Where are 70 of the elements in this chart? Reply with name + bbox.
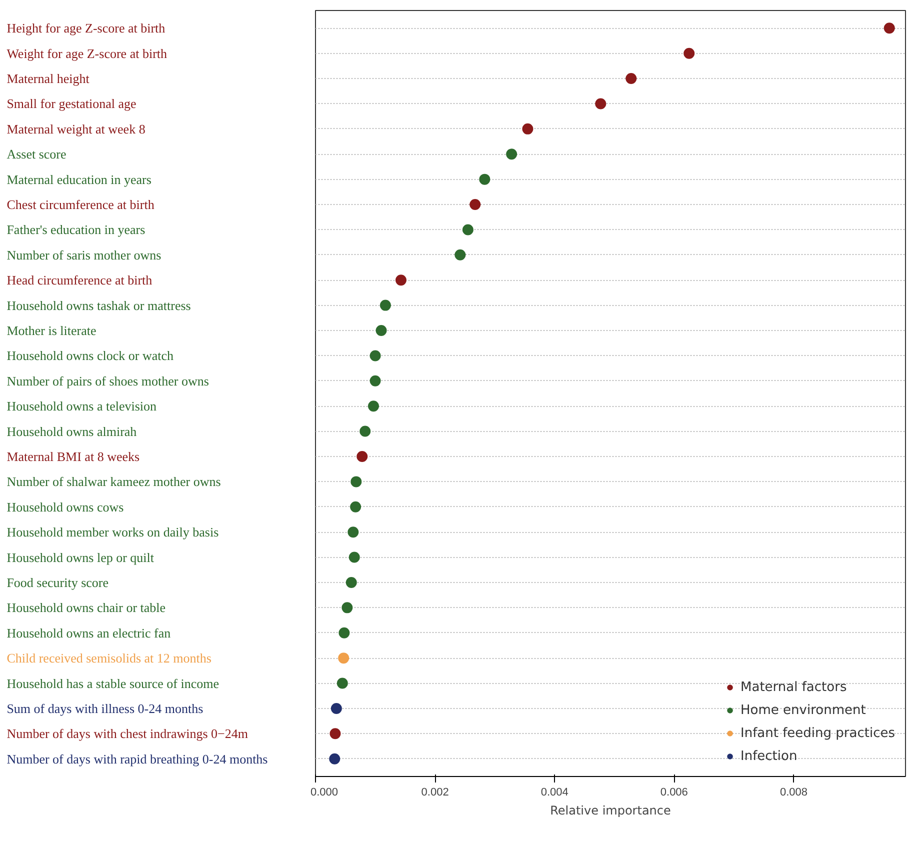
point xyxy=(330,728,341,740)
point xyxy=(522,123,534,134)
y-tick-label: Number of shalwar kameez mother owns xyxy=(6,474,221,490)
point xyxy=(684,48,695,59)
y-tick-label: Number of saris mother owns xyxy=(6,247,162,262)
y-tick-label: Head circumference at birth xyxy=(6,272,153,288)
y-tick-label: Household has a stable source of income xyxy=(6,676,220,691)
point xyxy=(370,350,381,362)
x-tick-label: 0.008 xyxy=(780,786,808,798)
point xyxy=(338,627,350,638)
x-tick-label: 0.000 xyxy=(310,786,338,798)
y-tick-label: Mother is literate xyxy=(6,323,96,338)
legend-label: Infection xyxy=(740,748,798,764)
y-tick-label: Household member works on daily basis xyxy=(6,524,219,540)
point xyxy=(454,249,466,260)
point xyxy=(336,678,348,689)
point xyxy=(342,602,353,614)
y-tick-label: Number of days with rapid breathing 0-24 months xyxy=(6,751,268,766)
point xyxy=(395,274,406,286)
point xyxy=(626,73,637,84)
point xyxy=(368,400,379,412)
point xyxy=(470,199,481,210)
point xyxy=(360,426,371,437)
point xyxy=(348,526,359,538)
x-tick-label: 0.004 xyxy=(540,786,568,798)
point xyxy=(595,98,606,110)
y-tick-label: Maternal education in years xyxy=(6,172,152,187)
point xyxy=(329,753,340,764)
y-tick-label: Chest circumference at birth xyxy=(6,197,155,212)
y-tick-label: Household owns tashak or mattress xyxy=(6,298,191,313)
y-tick-label: Maternal height xyxy=(6,71,90,86)
legend-label: Home environment xyxy=(740,702,866,718)
legend-label: Maternal factors xyxy=(740,680,847,694)
point xyxy=(479,174,490,185)
y-tick-label: Household owns lep or quilt xyxy=(6,550,154,565)
y-tick-label: Household owns cows xyxy=(6,499,124,514)
x-tick-label: 0.002 xyxy=(421,786,449,798)
point xyxy=(462,224,474,236)
point xyxy=(380,300,391,311)
y-tick-label: Father's education in years xyxy=(6,222,146,238)
y-tick-label: Household owns a television xyxy=(6,398,158,414)
y-tick-label: Small for gestational age xyxy=(6,96,137,112)
y-tick-label: Maternal BMI at 8 weeks xyxy=(6,448,140,464)
y-tick-label: Household owns clock or watch xyxy=(6,348,174,364)
y-tick-label: Number of pairs of shoes mother owns xyxy=(6,373,209,388)
point xyxy=(506,148,518,160)
y-tick-label: Child received semisolids at 12 months xyxy=(6,650,212,666)
y-tick-label: Food security score xyxy=(6,574,109,590)
x-tick-label: 0.006 xyxy=(660,786,688,798)
point xyxy=(338,652,350,664)
y-tick-label: Sum of days with illness 0-24 months xyxy=(6,700,204,716)
legend-label: Infant feeding practices xyxy=(740,726,895,740)
y-tick-label: Height for age Z-score at birth xyxy=(6,20,166,36)
y-tick-label: Household owns almirah xyxy=(6,424,138,439)
y-tick-label: Maternal weight at week 8 xyxy=(6,121,146,136)
x-axis-title: Relative importance xyxy=(550,804,671,818)
point xyxy=(356,451,368,462)
point xyxy=(330,702,342,714)
y-tick-label: Household owns an electric fan xyxy=(6,625,172,640)
point xyxy=(350,501,362,512)
point xyxy=(376,325,387,336)
point xyxy=(884,22,895,34)
y-tick-label: Number of days with chest indrawings 0−24m xyxy=(6,726,248,742)
point xyxy=(348,552,360,563)
point xyxy=(370,375,381,386)
y-tick-label: Household owns chair or table xyxy=(6,600,166,616)
y-tick-label: Weight for age Z-score at birth xyxy=(6,46,168,61)
y-tick-label: Asset score xyxy=(6,146,66,162)
point xyxy=(346,576,357,588)
point xyxy=(350,476,362,488)
